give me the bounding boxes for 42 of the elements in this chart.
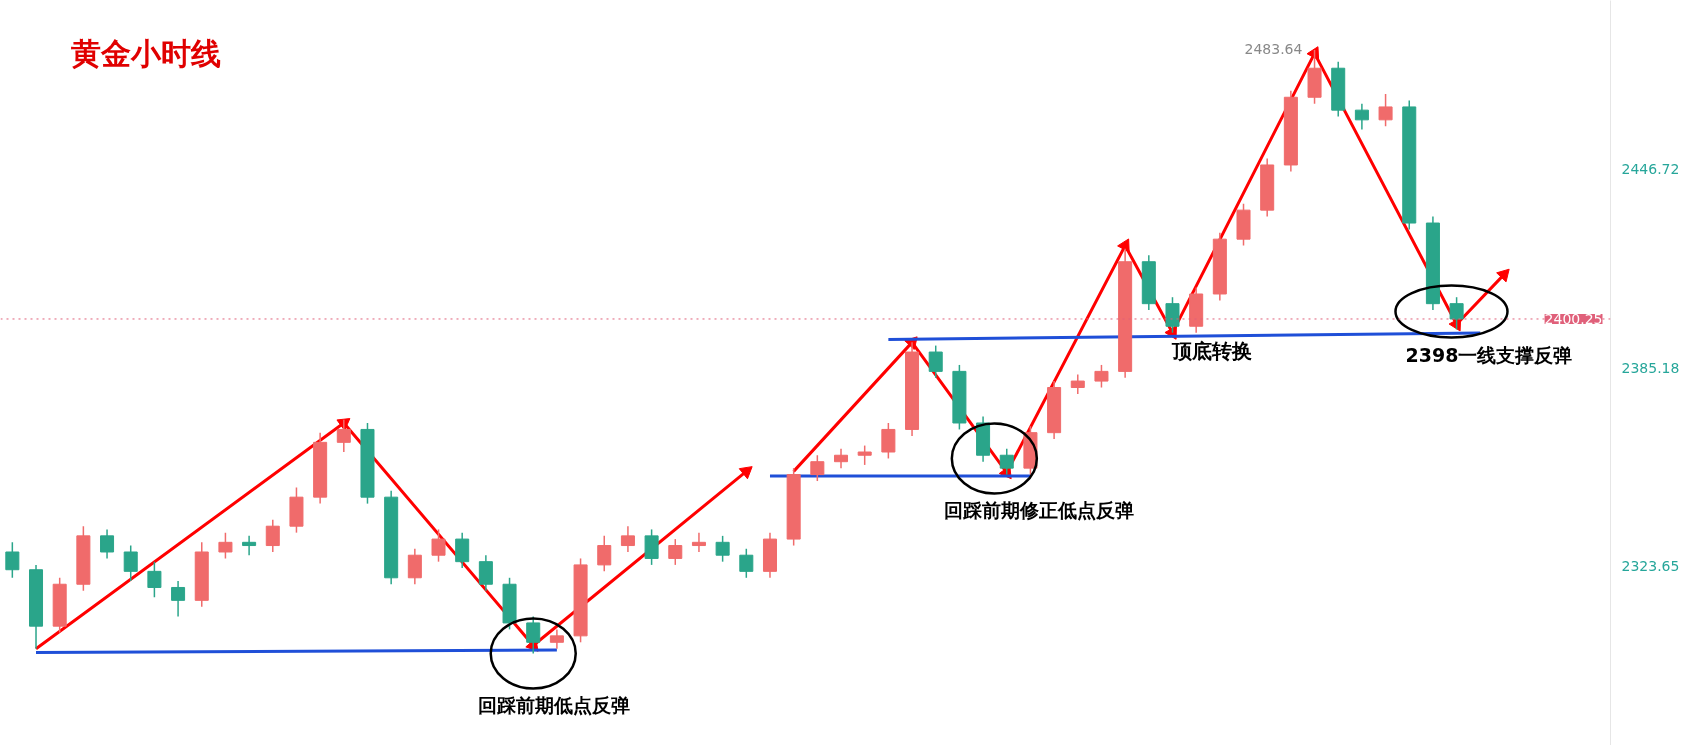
annotation: 回踩前期修正低点反弹 [943,498,1134,521]
candlestick [715,535,730,563]
candlestick [407,548,422,585]
candlestick [147,560,162,598]
candlestick [242,535,257,556]
candlestick [431,528,446,563]
annotation: 2398一线支撑反弹 [1405,343,1573,366]
candlestick [218,531,233,560]
point [1496,268,1510,283]
candlestick [881,422,896,460]
point [738,466,753,480]
candlestick [668,538,683,566]
y-tick-label: 2323.65 [1621,558,1680,575]
candlestick [455,531,470,569]
candlestick [123,544,138,582]
candlestick [620,525,635,553]
y-tick-label: 2385.18 [1621,359,1680,376]
candlestick [597,535,612,573]
candlestick [1354,102,1369,131]
candlestick [171,580,186,618]
candlestick [810,454,825,482]
candlestick [265,518,280,553]
y-tick-label: 2446.72 [1621,161,1680,178]
candlestick [5,541,20,579]
candlestick [739,548,754,579]
ref-line-label: 2400.25 [1544,310,1603,327]
candlestick [1070,373,1085,395]
candlestick [691,531,706,553]
candlestick [644,528,659,566]
point [1117,238,1130,253]
candlestick [100,528,115,560]
candlestick [1378,93,1393,128]
candlestick [1094,364,1109,389]
annotation: 回踩前期低点反弹 [478,693,631,716]
candlestick [834,448,849,469]
candlestick [478,554,493,592]
annotation: 2483.64 [1244,41,1303,58]
candlestick [928,344,943,379]
candlestick [857,444,872,466]
text: 黄金小时线 [70,35,221,71]
annotation: 顶底转换 [1171,338,1253,363]
candlestick [549,628,564,650]
